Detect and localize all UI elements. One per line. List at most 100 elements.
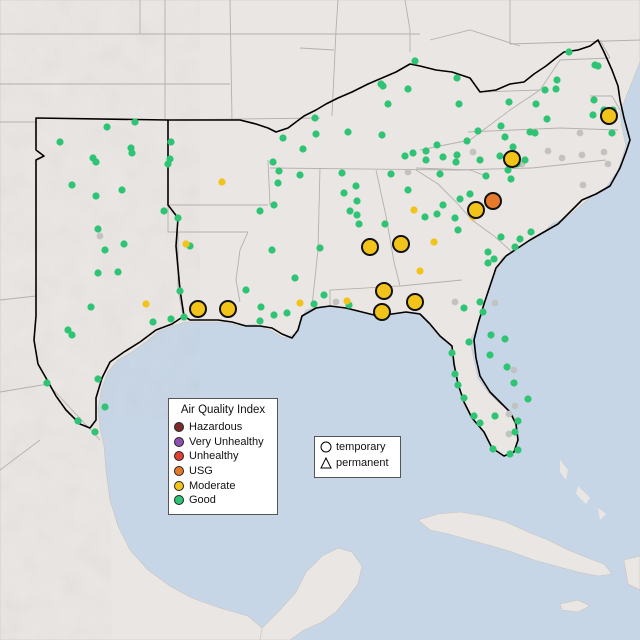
monitor-good[interactable] <box>378 131 386 139</box>
monitor-good[interactable] <box>404 186 412 194</box>
monitor-no-data[interactable] <box>505 430 513 438</box>
monitor-good[interactable] <box>448 349 456 357</box>
monitor-no-data[interactable] <box>600 148 608 156</box>
monitor-good[interactable] <box>103 123 111 131</box>
monitor-good[interactable] <box>411 57 419 65</box>
monitor-good[interactable] <box>436 170 444 178</box>
monitor-moderate[interactable] <box>416 267 424 275</box>
monitor-good[interactable] <box>352 182 360 190</box>
monitor-good[interactable] <box>489 445 497 453</box>
monitor-good[interactable] <box>466 190 474 198</box>
monitor-good[interactable] <box>355 220 363 228</box>
monitor-good[interactable] <box>504 166 512 174</box>
monitor-good[interactable] <box>439 201 447 209</box>
monitor-good[interactable] <box>433 141 441 149</box>
monitor-good[interactable] <box>167 138 175 146</box>
monitor-moderate-temporary[interactable] <box>361 238 379 256</box>
monitor-good[interactable] <box>94 269 102 277</box>
monitor-good[interactable] <box>311 114 319 122</box>
monitor-good[interactable] <box>511 428 519 436</box>
monitor-good[interactable] <box>404 85 412 93</box>
monitor-good[interactable] <box>497 122 505 130</box>
monitor-good[interactable] <box>451 214 459 222</box>
monitor-good[interactable] <box>456 195 464 203</box>
monitor-good[interactable] <box>164 160 172 168</box>
monitor-moderate-temporary[interactable] <box>189 300 207 318</box>
monitor-good[interactable] <box>454 381 462 389</box>
monitor-good[interactable] <box>87 303 95 311</box>
monitor-good[interactable] <box>421 213 429 221</box>
monitor-moderate-temporary[interactable] <box>467 201 485 219</box>
monitor-good[interactable] <box>470 412 478 420</box>
monitor-good[interactable] <box>608 129 616 137</box>
monitor-good[interactable] <box>320 291 328 299</box>
monitor-good[interactable] <box>433 210 441 218</box>
monitor-no-data[interactable] <box>96 232 104 240</box>
monitor-good[interactable] <box>409 149 417 157</box>
monitor-moderate-temporary[interactable] <box>219 300 237 318</box>
monitor-good[interactable] <box>344 128 352 136</box>
monitor-good[interactable] <box>149 318 157 326</box>
monitor-good[interactable] <box>384 100 392 108</box>
monitor-good[interactable] <box>275 167 283 175</box>
monitor-good[interactable] <box>180 313 188 321</box>
monitor-no-data[interactable] <box>544 147 552 155</box>
monitor-good[interactable] <box>565 48 573 56</box>
monitor-moderate-temporary[interactable] <box>373 303 391 321</box>
monitor-good[interactable] <box>268 246 276 254</box>
monitor-good[interactable] <box>507 175 515 183</box>
monitor-moderate-temporary[interactable] <box>375 282 393 300</box>
monitor-good[interactable] <box>176 287 184 295</box>
monitor-good[interactable] <box>101 246 109 254</box>
monitor-good[interactable] <box>510 379 518 387</box>
monitor-no-data[interactable] <box>451 298 459 306</box>
monitor-good[interactable] <box>270 201 278 209</box>
monitor-good[interactable] <box>476 298 484 306</box>
monitor-good[interactable] <box>439 153 447 161</box>
monitor-good[interactable] <box>269 158 277 166</box>
monitor-good[interactable] <box>484 259 492 267</box>
monitor-good[interactable] <box>160 207 168 215</box>
monitor-good[interactable] <box>353 211 361 219</box>
monitor-good[interactable] <box>506 450 514 458</box>
monitor-good[interactable] <box>353 197 361 205</box>
monitor-moderate[interactable] <box>430 238 438 246</box>
monitor-good[interactable] <box>511 243 519 251</box>
monitor-good[interactable] <box>455 100 463 108</box>
monitor-no-data[interactable] <box>491 299 499 307</box>
monitor-good[interactable] <box>274 179 282 187</box>
monitor-good[interactable] <box>514 446 522 454</box>
monitor-good[interactable] <box>299 145 307 153</box>
monitor-good[interactable] <box>463 137 471 145</box>
monitor-good[interactable] <box>43 379 51 387</box>
monitor-good[interactable] <box>516 235 524 243</box>
monitor-moderate[interactable] <box>343 297 351 305</box>
monitor-good[interactable] <box>91 428 99 436</box>
monitor-good[interactable] <box>256 207 264 215</box>
monitor-good[interactable] <box>482 172 490 180</box>
monitor-good[interactable] <box>94 225 102 233</box>
monitor-moderate-temporary[interactable] <box>600 107 618 125</box>
monitor-good[interactable] <box>316 244 324 252</box>
monitor-good[interactable] <box>340 189 348 197</box>
monitor-good[interactable] <box>460 304 468 312</box>
monitor-no-data[interactable] <box>510 366 518 374</box>
monitor-no-data[interactable] <box>579 181 587 189</box>
monitor-good[interactable] <box>476 419 484 427</box>
monitor-good[interactable] <box>487 331 495 339</box>
monitor-good[interactable] <box>92 192 100 200</box>
monitor-good[interactable] <box>501 133 509 141</box>
monitor-moderate-temporary[interactable] <box>392 235 410 253</box>
monitor-good[interactable] <box>454 226 462 234</box>
monitor-good[interactable] <box>92 158 100 166</box>
monitor-good[interactable] <box>460 394 468 402</box>
monitor-good[interactable] <box>476 156 484 164</box>
monitor-moderate[interactable] <box>218 178 226 186</box>
monitor-good[interactable] <box>128 149 136 157</box>
monitor-good[interactable] <box>452 158 460 166</box>
monitor-good[interactable] <box>346 207 354 215</box>
monitor-good[interactable] <box>74 417 82 425</box>
monitor-no-data[interactable] <box>511 402 519 410</box>
monitor-good[interactable] <box>381 220 389 228</box>
monitor-good[interactable] <box>167 315 175 323</box>
